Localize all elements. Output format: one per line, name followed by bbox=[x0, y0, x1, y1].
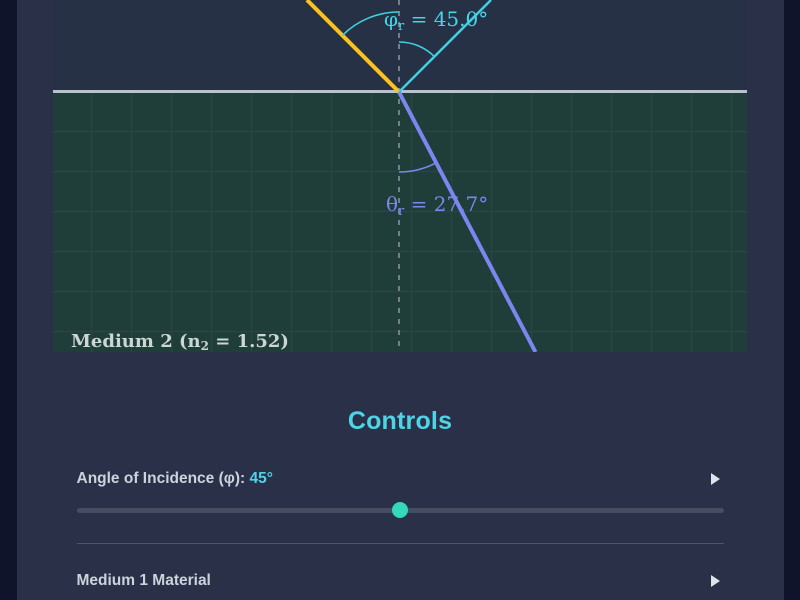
app-container: φr = 45.0° θr = 27.7° Medium 2 (n2 = 1.5… bbox=[16, 0, 784, 600]
incident-angle-arc bbox=[341, 11, 399, 36]
refracted-ray bbox=[396, 91, 537, 352]
triangle-right-icon bbox=[710, 473, 720, 485]
angle-value: 45° bbox=[249, 470, 273, 487]
section-divider bbox=[76, 543, 724, 544]
medium1-region bbox=[52, 0, 747, 92]
reflected-angle-label: φr = 45.0° bbox=[384, 7, 488, 34]
controls-title: Controls bbox=[347, 407, 453, 435]
triangle-right-icon bbox=[710, 575, 720, 587]
medium2-label: Medium 2 (n2 = 1.52) bbox=[71, 331, 289, 352]
simulation-area: φr = 45.0° θr = 27.7° Medium 2 (n2 = 1.5… bbox=[17, 0, 784, 352]
refracted-angle-arc bbox=[398, 162, 437, 173]
medium1-material-label: Medium 1 Material bbox=[76, 572, 211, 589]
refracted-angle-label: θr = 27.7° bbox=[386, 192, 488, 219]
refraction-canvas: φr = 45.0° θr = 27.7° Medium 2 (n2 = 1.5… bbox=[52, 0, 747, 352]
reflected-ray bbox=[397, 0, 492, 93]
incident-ray bbox=[305, 0, 400, 94]
angle-of-incidence-slider[interactable] bbox=[76, 502, 724, 518]
medium2-grid bbox=[52, 92, 747, 352]
material-section-expand-button[interactable] bbox=[707, 573, 724, 589]
controls-panel: Angle of Incidence (φ): 45° Medium 1 Mat… bbox=[17, 470, 784, 590]
angle-label-text: Angle of Incidence (φ): bbox=[76, 470, 250, 487]
medium1-material-row: Medium 1 Material bbox=[77, 572, 724, 590]
reflected-angle-arc bbox=[398, 41, 435, 58]
angle-of-incidence-row: Angle of Incidence (φ): 45° bbox=[77, 470, 724, 488]
angle-section-expand-button[interactable] bbox=[707, 471, 724, 487]
angle-of-incidence-label: Angle of Incidence (φ): 45° bbox=[77, 470, 273, 488]
